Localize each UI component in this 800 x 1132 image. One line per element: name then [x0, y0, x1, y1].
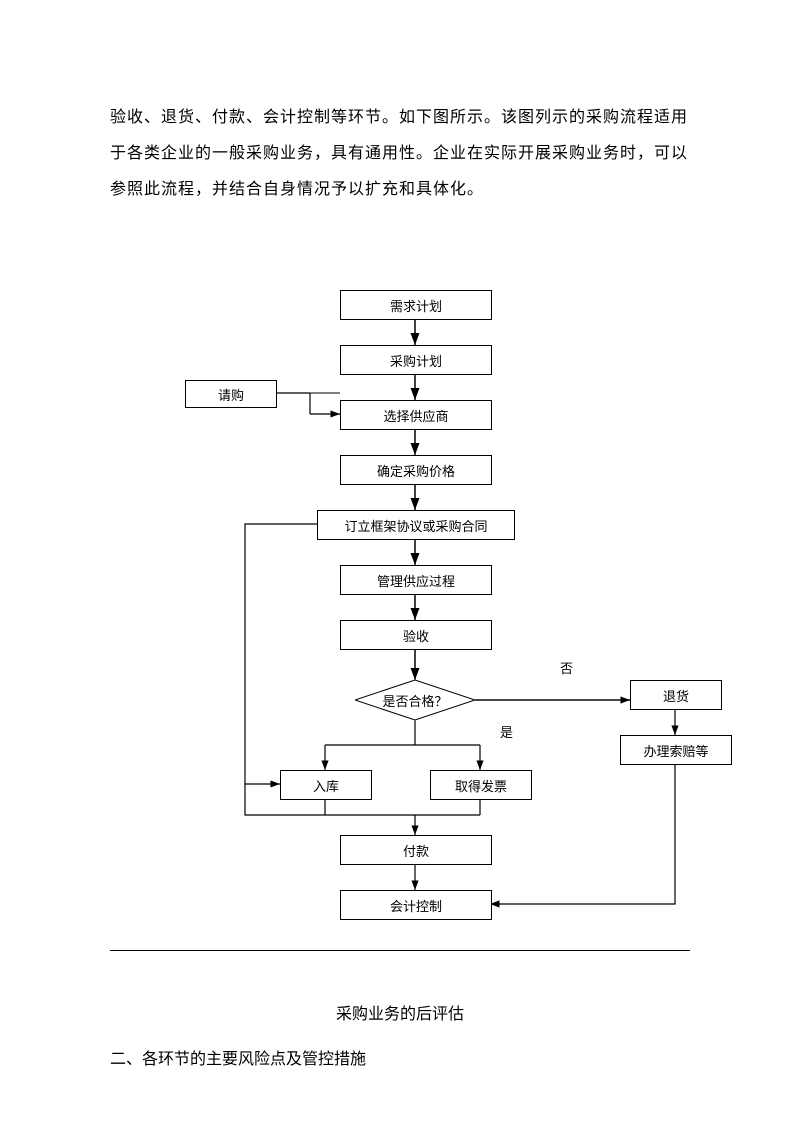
node-warehouse-in: 入库 — [280, 770, 372, 800]
divider — [110, 950, 690, 951]
section-title: 二、各环节的主要风险点及管控措施 — [110, 1045, 366, 1069]
node-accounting: 会计控制 — [340, 890, 492, 920]
node-set-price: 确定采购价格 — [340, 455, 492, 485]
node-qualified-decision: 是否合格？ — [355, 680, 475, 720]
node-purchase-plan: 采购计划 — [340, 345, 492, 375]
flowchart-edges — [0, 280, 800, 930]
node-demand-plan: 需求计划 — [340, 290, 492, 320]
node-get-invoice: 取得发票 — [430, 770, 532, 800]
node-select-supplier: 选择供应商 — [340, 400, 492, 430]
node-requisition: 请购 — [185, 380, 277, 408]
edge-label-yes: 是 — [500, 722, 513, 741]
diagram-caption: 采购业务的后评估 — [0, 1000, 800, 1024]
flowchart: 需求计划 采购计划 请购 选择供应商 确定采购价格 订立框架协议或采购合同 管理… — [0, 280, 800, 930]
decision-label: 是否合格？ — [355, 680, 475, 720]
node-claim: 办理索赔等 — [620, 735, 732, 765]
node-return-goods: 退货 — [630, 680, 722, 710]
node-payment: 付款 — [340, 835, 492, 865]
node-manage-supply: 管理供应过程 — [340, 565, 492, 595]
paragraph: 验收、退货、付款、会计控制等环节。如下图所示。该图列示的采购流程适用于各类企业的… — [110, 100, 690, 208]
node-contract: 订立框架协议或采购合同 — [317, 510, 515, 540]
node-accept: 验收 — [340, 620, 492, 650]
edge-label-no: 否 — [560, 658, 573, 677]
